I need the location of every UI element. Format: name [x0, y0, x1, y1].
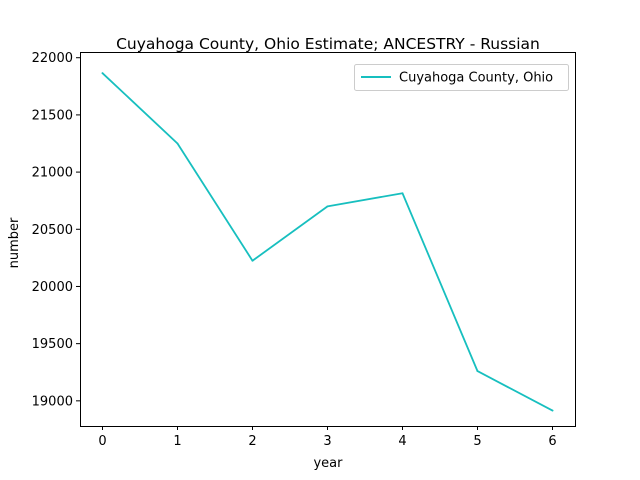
x-tick-label: 3: [323, 434, 331, 449]
x-tick-label: 0: [98, 434, 106, 449]
data-point: [476, 370, 479, 373]
x-tick-label: 4: [398, 434, 406, 449]
x-axis-label: year: [313, 456, 343, 471]
x-tick-label: 6: [548, 434, 556, 449]
y-tick-label: 20000: [32, 280, 73, 295]
legend-box: [354, 64, 569, 91]
y-axis-label: number: [7, 217, 22, 268]
data-point: [326, 205, 329, 208]
y-tick-label: 19500: [32, 337, 73, 352]
legend-label: Cuyahoga County, Ohio: [399, 71, 553, 86]
chart-title: Cuyahoga County, Ohio Estimate; ANCESTRY…: [116, 35, 540, 53]
x-tick-label: 5: [473, 434, 481, 449]
data-point: [401, 192, 404, 195]
y-tick-label: 22000: [32, 51, 73, 66]
legend: Cuyahoga County, Ohio: [354, 64, 569, 91]
data-point: [251, 259, 254, 262]
data-point: [551, 409, 554, 412]
data-point: [101, 72, 104, 75]
x-tick-label: 1: [173, 434, 181, 449]
y-tick-label: 19000: [32, 394, 73, 409]
y-tick-label: 20500: [32, 223, 73, 238]
data-point: [176, 142, 179, 145]
x-tick-label: 2: [248, 434, 256, 449]
y-tick-label: 21500: [32, 108, 73, 123]
y-tick-label: 21000: [32, 166, 73, 181]
